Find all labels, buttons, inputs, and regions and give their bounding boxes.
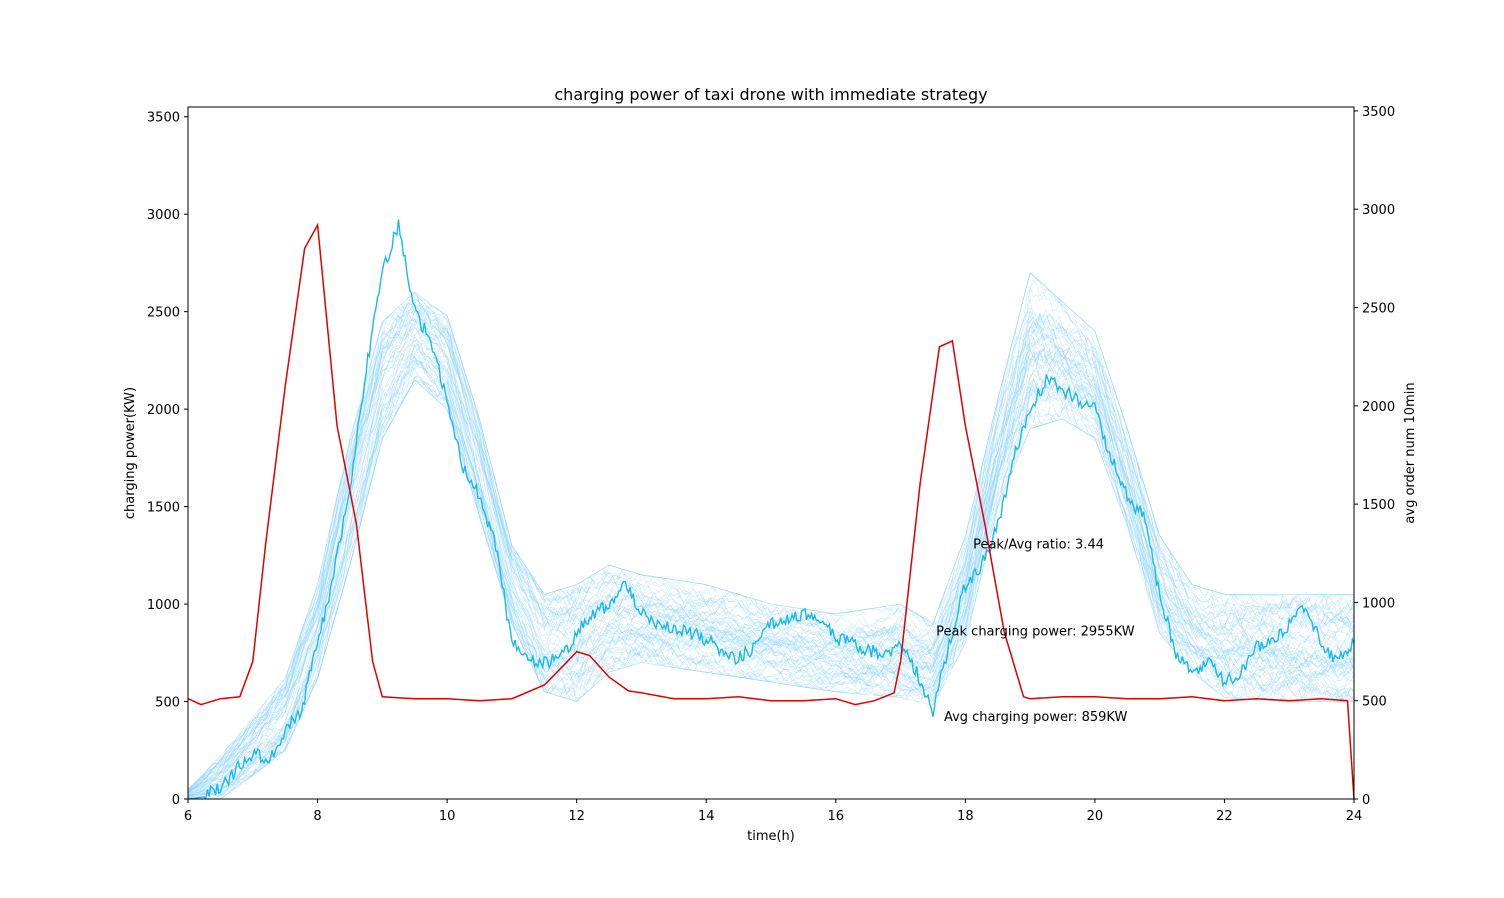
simulation-run-line [187,307,1355,795]
simulation-run-line [187,316,1355,794]
x-tick-label: 10 [439,809,456,824]
simulation-run-line [187,360,1354,800]
simulation-run-line [187,355,1355,798]
simulation-run-line [187,304,1355,793]
annotation-layer: Peak/Avg ratio: 3.44 Peak charging power:… [936,538,1135,726]
simulation-run-line [187,319,1355,792]
chart-annotation: Avg charging power: 859KW [944,710,1128,725]
y2-tick-label: 3000 [1362,203,1395,218]
y2-axis-label: avg order num 10min [1403,382,1418,523]
simulation-run-line [187,367,1355,800]
simulation-run-line [187,291,1355,791]
simulation-run-line [187,334,1355,798]
y-axis-ticks: 0 500 1000 1500 2000 2500 3000 3500 [147,111,188,808]
simulation-run-line [187,272,1354,792]
y-tick-label: 3000 [147,208,180,223]
simulation-run-line [187,317,1355,793]
simulation-run-line [187,343,1355,798]
simulation-run-line [187,379,1355,799]
simulation-run-line [187,330,1355,797]
simulation-run-line [188,375,1355,800]
simulation-run-line [188,379,1355,800]
simulation-run-line [187,309,1355,792]
x-tick-label: 14 [698,809,715,824]
chart-title: charging power of taxi drone with immedi… [554,85,987,104]
y-tick-label: 2000 [147,403,180,418]
chart-annotation: Peak/Avg ratio: 3.44 [973,538,1104,553]
simulation-run-line [187,355,1355,797]
y2-tick-label: 0 [1362,793,1370,808]
x-axis-label: time(h) [747,829,795,844]
plot-frame [187,106,1355,800]
charging-power-line [187,219,1355,800]
simulation-run-line [187,352,1355,795]
y-axis-label: charging power(KW) [123,387,138,519]
simulation-run-line [187,379,1354,799]
simulation-run-line [187,298,1355,793]
y-tick-label: 0 [172,793,180,808]
simulation-run-line [187,344,1355,797]
y2-tick-label: 500 [1362,695,1387,710]
simulation-run-line [187,291,1355,792]
simulation-run-line [187,305,1355,791]
y-tick-label: 1000 [147,598,180,613]
simulation-run-line [187,360,1355,796]
y2-tick-label: 2500 [1362,302,1395,317]
y-tick-label: 500 [155,696,180,711]
simulation-run-line [187,325,1355,795]
x-tick-label: 12 [568,809,585,824]
x-tick-label: 22 [1216,809,1233,824]
simulation-run-line [187,305,1355,793]
y-tick-label: 1500 [147,501,180,516]
simulation-run-line [187,310,1355,791]
simulation-run-line [187,299,1355,791]
y-tick-label: 3500 [147,111,180,126]
simulation-run-line [187,379,1355,800]
x-tick-label: 8 [313,809,321,824]
simulation-run-line [187,285,1354,791]
y2-tick-label: 1500 [1362,498,1395,513]
order-count-line [187,222,1355,800]
y-tick-label: 2500 [147,306,180,321]
simulation-run-line [187,343,1355,797]
simulation-run-line [187,359,1355,796]
y2-axis-ticks: 0 500 1000 1500 2000 2500 3000 3500 [1354,105,1395,808]
simulation-run-line [187,353,1355,798]
simulation-run-line [187,316,1355,793]
simulation-run-line [187,327,1355,794]
simulation-run-line [187,379,1355,800]
simulation-run-line [187,376,1355,797]
simulation-run-line [187,272,1354,791]
x-tick-label: 16 [828,809,845,824]
simulation-run-line [187,379,1355,799]
x-tick-label: 6 [184,809,192,824]
simulation-run-line [187,297,1355,794]
y2-tick-label: 3500 [1362,105,1395,120]
y2-tick-label: 1000 [1362,596,1395,611]
chart-annotation: Peak charging power: 2955KW [936,624,1135,639]
y2-tick-label: 2000 [1362,400,1395,415]
series-layer [187,219,1355,800]
x-tick-label: 24 [1346,809,1363,824]
simulation-run-line [187,337,1355,795]
simulation-run-line [187,272,1355,791]
simulation-run-line [187,291,1355,793]
simulation-run-line [187,340,1355,797]
simulation-run-line [187,339,1355,793]
simulation-run-line [187,272,1355,790]
x-tick-label: 18 [957,809,974,824]
x-tick-label: 20 [1087,809,1104,824]
simulation-run-line [187,318,1355,794]
simulation-run-line [187,318,1355,793]
x-axis-ticks: 6 8 10 12 14 16 18 20 22 24 [184,799,1362,824]
simulation-run-line [187,356,1355,796]
